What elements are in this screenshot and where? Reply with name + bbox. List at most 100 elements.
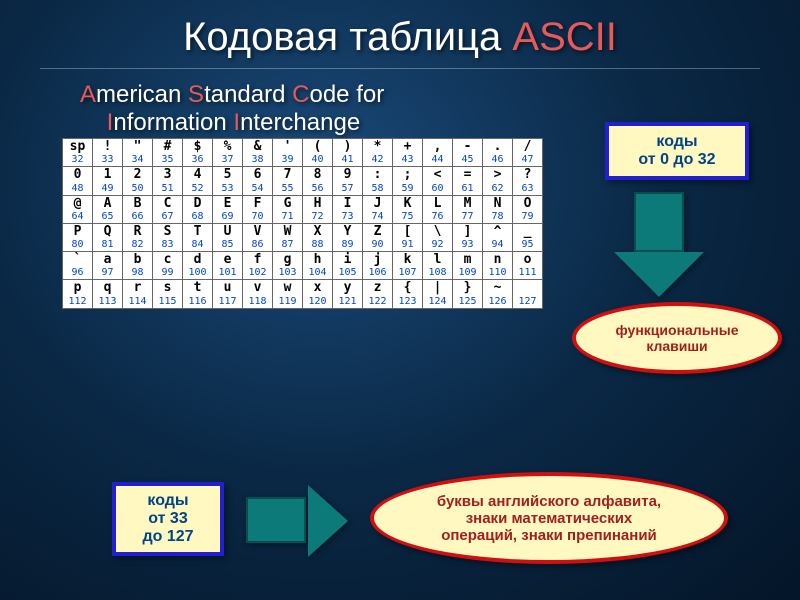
ascii-cell: L76 — [423, 195, 453, 223]
ascii-cell: a97 — [93, 252, 123, 280]
ascii-cell: G71 — [273, 195, 303, 223]
ascii-cell: =61 — [453, 167, 483, 195]
ascii-cell: V86 — [243, 223, 273, 251]
ascii-cell: X88 — [303, 223, 333, 251]
ascii-cell: /47 — [513, 139, 543, 167]
ascii-cell: b98 — [123, 252, 153, 280]
ascii-cell: sp32 — [63, 139, 93, 167]
ascii-cell: m109 — [453, 252, 483, 280]
ascii-cell: y121 — [333, 280, 363, 308]
ascii-cell: !33 — [93, 139, 123, 167]
ascii-cell: 957 — [333, 167, 363, 195]
ascii-cell: W87 — [273, 223, 303, 251]
ascii-cell: Z90 — [363, 223, 393, 251]
ascii-cell: 149 — [93, 167, 123, 195]
ascii-cell: Q81 — [93, 223, 123, 251]
ascii-cell: 048 — [63, 167, 93, 195]
ascii-cell: K75 — [393, 195, 423, 223]
ascii-cell: %37 — [213, 139, 243, 167]
ascii-cell: \92 — [423, 223, 453, 251]
ascii-cell: T84 — [183, 223, 213, 251]
ascii-cell: c99 — [153, 252, 183, 280]
ascii-cell: ,44 — [423, 139, 453, 167]
ascii-cell: ^94 — [483, 223, 513, 251]
ascii-cell: )41 — [333, 139, 363, 167]
ascii-cell: J74 — [363, 195, 393, 223]
ascii-cell: t116 — [183, 280, 213, 308]
ascii-cell: p112 — [63, 280, 93, 308]
ascii-cell: C67 — [153, 195, 183, 223]
ascii-cell: H72 — [303, 195, 333, 223]
ascii-cell: ]93 — [453, 223, 483, 251]
ascii-cell: E69 — [213, 195, 243, 223]
ascii-cell: P80 — [63, 223, 93, 251]
ascii-cell: d100 — [183, 252, 213, 280]
ascii-cell: #35 — [153, 139, 183, 167]
ascii-cell: z122 — [363, 280, 393, 308]
ascii-cell: _95 — [513, 223, 543, 251]
ascii-cell: q113 — [93, 280, 123, 308]
ascii-cell: 553 — [213, 167, 243, 195]
ascii-cell: D68 — [183, 195, 213, 223]
ascii-cell: >62 — [483, 167, 513, 195]
ascii-cell: M77 — [453, 195, 483, 223]
ascii-cell: &38 — [243, 139, 273, 167]
title-accent: ASCII — [512, 15, 616, 59]
ascii-cell: l108 — [423, 252, 453, 280]
ascii-cell: F70 — [243, 195, 273, 223]
ascii-cell: -45 — [453, 139, 483, 167]
ascii-cell: |124 — [423, 280, 453, 308]
ascii-cell: 351 — [153, 167, 183, 195]
ascii-cell: o111 — [513, 252, 543, 280]
codes-33-127-box: кодыот 33до 127 — [112, 482, 224, 556]
ascii-cell: [91 — [393, 223, 423, 251]
slide-title: Кодовая таблица ASCII — [40, 0, 760, 69]
ascii-cell: <60 — [423, 167, 453, 195]
ascii-cell: e101 — [213, 252, 243, 280]
ascii-cell: i105 — [333, 252, 363, 280]
ascii-cell: I73 — [333, 195, 363, 223]
ascii-cell: `96 — [63, 252, 93, 280]
function-keys-ellipse: функциональныеклавиши — [572, 302, 782, 374]
arrow-right-icon — [246, 485, 306, 531]
ascii-cell: u117 — [213, 280, 243, 308]
ascii-cell: *42 — [363, 139, 393, 167]
ascii-cell: x120 — [303, 280, 333, 308]
ascii-cell: g103 — [273, 252, 303, 280]
ascii-cell: 856 — [303, 167, 333, 195]
ascii-cell: :58 — [363, 167, 393, 195]
ascii-cell: 127 — [513, 280, 543, 308]
arrow-down-icon — [634, 192, 724, 297]
ascii-cell: "34 — [123, 139, 153, 167]
ascii-cell: B66 — [123, 195, 153, 223]
ascii-cell: Y89 — [333, 223, 363, 251]
ascii-cell: f102 — [243, 252, 273, 280]
ascii-cell: O79 — [513, 195, 543, 223]
ascii-cell: .46 — [483, 139, 513, 167]
ascii-cell: N78 — [483, 195, 513, 223]
ascii-cell: k107 — [393, 252, 423, 280]
ascii-cell: +43 — [393, 139, 423, 167]
ascii-cell: S83 — [153, 223, 183, 251]
ascii-cell: w119 — [273, 280, 303, 308]
ascii-cell: {123 — [393, 280, 423, 308]
ascii-cell: n110 — [483, 252, 513, 280]
letters-signs-ellipse: буквы английского алфавита,знаки математ… — [370, 472, 728, 564]
ascii-cell: @64 — [63, 195, 93, 223]
ascii-cell: s115 — [153, 280, 183, 308]
ascii-cell: A65 — [93, 195, 123, 223]
ascii-cell: 250 — [123, 167, 153, 195]
ascii-cell: v118 — [243, 280, 273, 308]
ascii-cell: j106 — [363, 252, 393, 280]
title-prefix: Кодовая таблица — [183, 15, 512, 59]
ascii-cell: '39 — [273, 139, 303, 167]
ascii-cell: }125 — [453, 280, 483, 308]
ascii-cell: ?63 — [513, 167, 543, 195]
ascii-cell: 755 — [273, 167, 303, 195]
ascii-cell: ~126 — [483, 280, 513, 308]
ascii-cell: R82 — [123, 223, 153, 251]
ascii-cell: ;59 — [393, 167, 423, 195]
ascii-cell: 452 — [183, 167, 213, 195]
ascii-cell: $36 — [183, 139, 213, 167]
ascii-cell: U85 — [213, 223, 243, 251]
